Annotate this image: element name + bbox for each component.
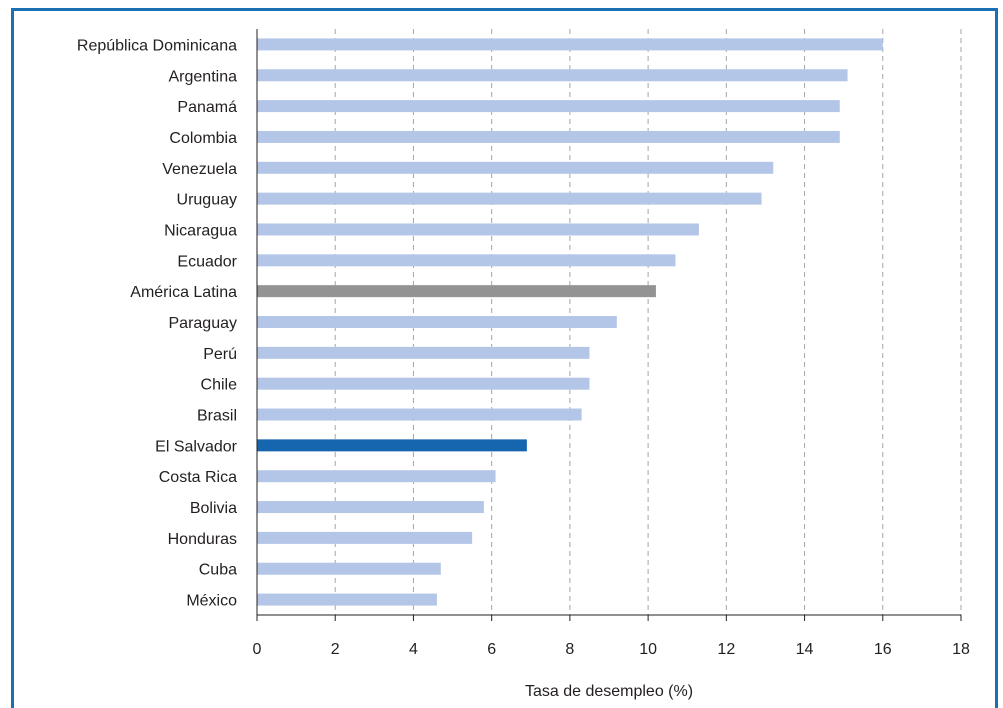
grid-lines (334, 29, 962, 615)
category-label: Panamá (177, 99, 237, 116)
bar (257, 161, 774, 174)
category-label: Cuba (199, 562, 237, 579)
x-tick-label: 8 (565, 641, 574, 658)
category-label: Ecuador (177, 253, 237, 270)
category-label: México (186, 593, 237, 610)
category-label: Perú (203, 346, 237, 363)
category-label: República Dominicana (77, 37, 237, 54)
category-label: Honduras (168, 531, 237, 548)
category-label: El Salvador (155, 438, 237, 455)
category-label: Brasil (197, 408, 237, 425)
bar (257, 439, 527, 452)
category-labels: República Dominicana Argentina Panamá Colom… (77, 37, 238, 609)
bar (257, 38, 883, 51)
x-tick-label: 18 (952, 641, 970, 658)
category-label: Nicaragua (164, 222, 237, 239)
x-tick-label: 12 (717, 641, 735, 658)
x-axis-title: Tasa de desempleo (%) (525, 683, 693, 700)
bar (257, 501, 484, 514)
bar (257, 254, 676, 267)
bar (257, 69, 848, 82)
x-tick-label: 4 (409, 641, 418, 658)
bars (257, 38, 883, 606)
category-label: América Latina (130, 284, 237, 301)
x-tick-label: 10 (639, 641, 657, 658)
bar (257, 223, 699, 236)
category-label: Chile (201, 377, 238, 394)
category-label: Costa Rica (159, 469, 237, 486)
bar (257, 316, 617, 328)
bar (257, 130, 840, 143)
category-label: Colombia (169, 130, 237, 147)
bar (257, 100, 840, 113)
bar (257, 285, 656, 298)
x-tick-labels: 0 2 4 6 8 10 12 14 16 18 (253, 615, 970, 658)
bar (257, 470, 496, 483)
x-tick-label: 2 (331, 641, 340, 658)
category-label: Uruguay (177, 192, 237, 209)
bar (257, 531, 473, 544)
bar (257, 408, 582, 421)
category-label: Venezuela (162, 161, 237, 178)
category-label: Argentina (169, 68, 238, 85)
category-label: Paraguay (169, 315, 238, 332)
x-tick-label: 16 (874, 641, 892, 658)
category-label: Bolivia (190, 500, 237, 517)
bar (257, 377, 590, 390)
bar (257, 593, 437, 606)
bar (257, 346, 590, 359)
x-tick-label: 6 (487, 641, 496, 658)
x-tick-label: 0 (253, 641, 262, 658)
x-tick-label: 14 (796, 641, 814, 658)
bar (257, 192, 762, 205)
bar (257, 562, 441, 575)
